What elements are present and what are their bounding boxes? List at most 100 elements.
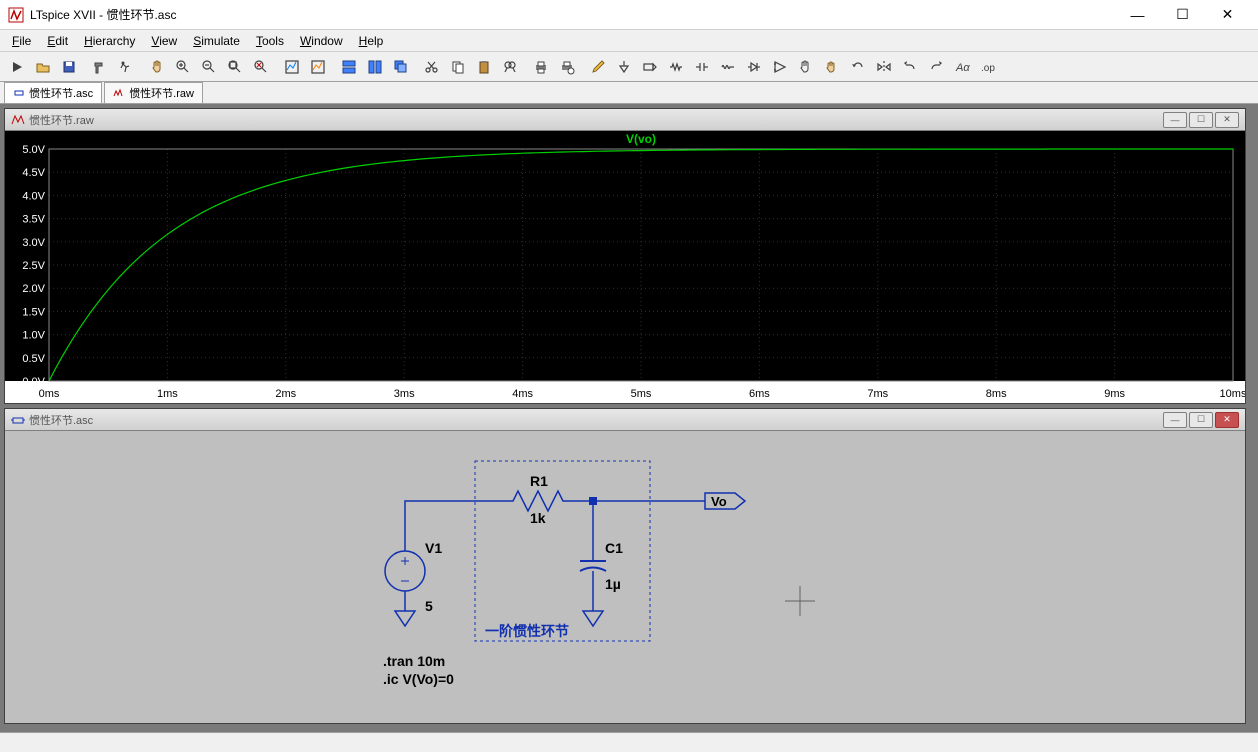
- toolbar-zoom-out-icon[interactable]: [196, 54, 222, 80]
- raw-icon: [11, 113, 25, 127]
- toolbar-cap-icon[interactable]: [689, 54, 715, 80]
- toolbar-diode-icon[interactable]: [741, 54, 767, 80]
- schem-maximize-button[interactable]: ☐: [1189, 412, 1213, 428]
- plot-maximize-button[interactable]: ☐: [1189, 112, 1213, 128]
- plot-area[interactable]: 0.0V0.5V1.0V1.5V2.0V2.5V3.0V3.5V4.0V4.5V…: [5, 131, 1245, 403]
- svg-text:1.5V: 1.5V: [22, 306, 45, 318]
- toolbar-runner-icon[interactable]: [113, 54, 139, 80]
- workspace: 惯性环节.raw — ☐ ✕ 0.0V0.5V1.0V1.5V2.0V2.5V3…: [0, 104, 1258, 732]
- close-button[interactable]: ✕: [1205, 0, 1250, 30]
- toolbar-move-icon[interactable]: [793, 54, 819, 80]
- toolbar-zoom-fit-icon[interactable]: [222, 54, 248, 80]
- svg-text:3.0V: 3.0V: [22, 237, 45, 249]
- plot-window-title: 惯性环节.raw: [29, 112, 94, 128]
- app-icon: [8, 7, 24, 23]
- toolbar-pencil-icon[interactable]: [585, 54, 611, 80]
- svg-text:V(vo): V(vo): [626, 132, 656, 146]
- toolbar-gnd-icon[interactable]: [611, 54, 637, 80]
- toolbar-find-icon[interactable]: [497, 54, 523, 80]
- svg-text:一阶惯性环节: 一阶惯性环节: [485, 623, 569, 639]
- toolbar-op-icon[interactable]: .op: [975, 54, 1001, 80]
- toolbar-plot1-icon[interactable]: [279, 54, 305, 80]
- toolbar-zoom-in-icon[interactable]: [170, 54, 196, 80]
- toolbar-run-icon[interactable]: [4, 54, 30, 80]
- svg-text:9ms: 9ms: [1104, 388, 1125, 400]
- toolbar-save-icon[interactable]: [56, 54, 82, 80]
- svg-text:1µ: 1µ: [605, 576, 621, 592]
- toolbar-cut-icon[interactable]: [419, 54, 445, 80]
- svg-text:2.5V: 2.5V: [22, 260, 45, 272]
- menu-indow[interactable]: Window: [292, 32, 351, 50]
- schematic-window-title: 惯性环节.asc: [29, 412, 93, 428]
- toolbar-comp-icon[interactable]: [767, 54, 793, 80]
- menu-dit[interactable]: Edit: [39, 32, 76, 50]
- svg-text:1ms: 1ms: [157, 388, 178, 400]
- menu-ierarchy[interactable]: Hierarchy: [76, 32, 143, 50]
- status-bar: [0, 732, 1258, 752]
- toolbar-undo-icon[interactable]: [897, 54, 923, 80]
- toolbar-hammer-icon[interactable]: [87, 54, 113, 80]
- toolbar-copy-icon[interactable]: [445, 54, 471, 80]
- schematic-canvas[interactable]: V15R11kC11µVo一阶惯性环节.tran 10m.ic V(Vo)=0: [5, 431, 1245, 723]
- maximize-button[interactable]: ☐: [1160, 0, 1205, 30]
- toolbar-ind-icon[interactable]: [715, 54, 741, 80]
- plot-minimize-button[interactable]: —: [1163, 112, 1187, 128]
- toolbar-printsetup-icon[interactable]: [554, 54, 580, 80]
- toolbar-zoom-x-icon[interactable]: [248, 54, 274, 80]
- svg-text:Vo: Vo: [711, 494, 727, 509]
- menu-ile[interactable]: File: [4, 32, 39, 50]
- schem-minimize-button[interactable]: —: [1163, 412, 1187, 428]
- toolbar-open-icon[interactable]: [30, 54, 56, 80]
- toolbar-mirror-icon[interactable]: [871, 54, 897, 80]
- svg-text:C1: C1: [605, 540, 623, 556]
- window-title: LTspice XVII - 惯性环节.asc: [30, 6, 1115, 23]
- document-tabs: 惯性环节.asc惯性环节.raw: [0, 82, 1258, 104]
- menu-imulate[interactable]: Simulate: [185, 32, 248, 50]
- menu-ools[interactable]: Tools: [248, 32, 292, 50]
- svg-text:1.0V: 1.0V: [22, 330, 45, 342]
- toolbar-hand-icon[interactable]: [144, 54, 170, 80]
- toolbar-print-icon[interactable]: [528, 54, 554, 80]
- svg-text:10ms: 10ms: [1220, 388, 1245, 400]
- window-controls: — ☐ ✕: [1115, 0, 1250, 30]
- svg-text:4.0V: 4.0V: [22, 190, 45, 202]
- menu-iew[interactable]: View: [143, 32, 185, 50]
- schematic-window-titlebar[interactable]: 惯性环节.asc — ☐ ✕: [5, 409, 1245, 431]
- toolbar-res-icon[interactable]: [663, 54, 689, 80]
- toolbar-paste-icon[interactable]: [471, 54, 497, 80]
- svg-text:V1: V1: [425, 540, 442, 556]
- toolbar: Aα .op: [0, 52, 1258, 82]
- toolbar-redo-icon[interactable]: [923, 54, 949, 80]
- title-bar: LTspice XVII - 惯性环节.asc — ☐ ✕: [0, 0, 1258, 30]
- plot-close-button[interactable]: ✕: [1215, 112, 1239, 128]
- toolbar-grab-icon[interactable]: [819, 54, 845, 80]
- svg-text:0ms: 0ms: [39, 388, 60, 400]
- plot-window: 惯性环节.raw — ☐ ✕ 0.0V0.5V1.0V1.5V2.0V2.5V3…: [4, 108, 1246, 404]
- asc-icon: [11, 413, 25, 427]
- svg-text:R1: R1: [530, 473, 548, 489]
- svg-text:2.0V: 2.0V: [22, 283, 45, 295]
- menu-elp[interactable]: Help: [351, 32, 392, 50]
- svg-text:8ms: 8ms: [986, 388, 1007, 400]
- toolbar-tile-v-icon[interactable]: [362, 54, 388, 80]
- svg-text:1k: 1k: [530, 510, 546, 526]
- toolbar-rotate-icon[interactable]: [845, 54, 871, 80]
- svg-text:5: 5: [425, 598, 433, 614]
- schem-close-button[interactable]: ✕: [1215, 412, 1239, 428]
- svg-text:4ms: 4ms: [512, 388, 533, 400]
- svg-text:3.5V: 3.5V: [22, 214, 45, 226]
- plot-window-titlebar[interactable]: 惯性环节.raw — ☐ ✕: [5, 109, 1245, 131]
- doc-tab[interactable]: 惯性环节.asc: [4, 82, 102, 103]
- toolbar-plot2-icon[interactable]: [305, 54, 331, 80]
- svg-text:6ms: 6ms: [749, 388, 770, 400]
- minimize-button[interactable]: —: [1115, 0, 1160, 30]
- toolbar-text-aa-icon[interactable]: Aα: [949, 54, 975, 80]
- svg-text:Aα: Aα: [955, 62, 970, 74]
- svg-text:0.5V: 0.5V: [22, 353, 45, 365]
- svg-text:2ms: 2ms: [275, 388, 296, 400]
- toolbar-tile-h-icon[interactable]: [336, 54, 362, 80]
- toolbar-cascade-icon[interactable]: [388, 54, 414, 80]
- toolbar-label-icon[interactable]: [637, 54, 663, 80]
- doc-tab[interactable]: 惯性环节.raw: [104, 82, 203, 103]
- svg-text:.op: .op: [981, 63, 995, 74]
